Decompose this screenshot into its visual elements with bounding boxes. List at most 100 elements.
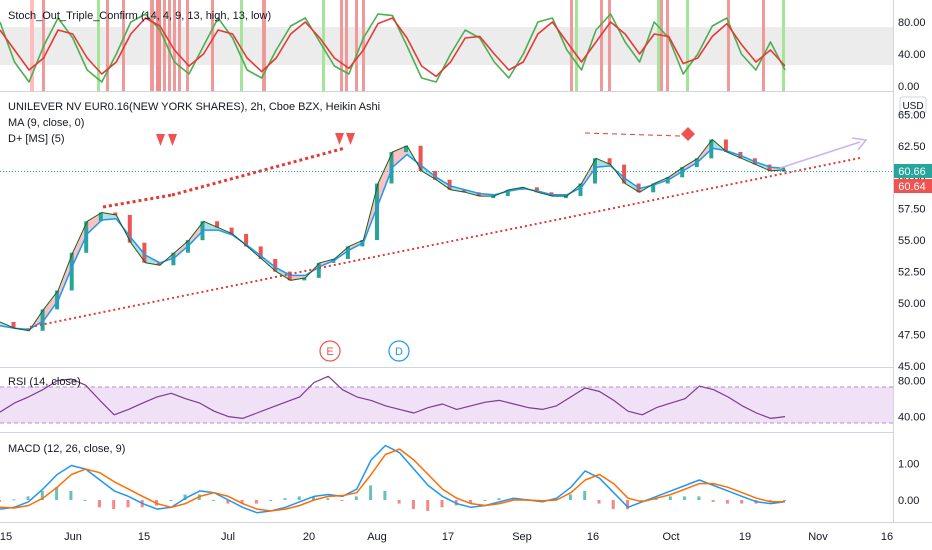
stoch-lines (0, 13, 786, 83)
price-fill-segment (130, 237, 146, 263)
macd-hist-bar (40, 490, 44, 500)
rsi-pane: RSI (14, close) (0, 375, 893, 433)
x-tick-label: 20 (303, 531, 315, 543)
price-fill-segment (58, 252, 73, 301)
y-tick-label: 1.00 (898, 459, 919, 471)
candle (142, 242, 147, 263)
last-price-tag: 60.66 (894, 164, 932, 178)
price-fill-segment (203, 221, 219, 231)
x-tick-label: 15 (138, 531, 150, 543)
price-fill-segment (596, 158, 611, 168)
stoch-signal-bar (782, 0, 785, 91)
stoch-d-line (0, 17, 786, 78)
projection-arrow (779, 141, 861, 169)
candle (215, 221, 220, 228)
earnings-marker-label: E (326, 346, 333, 358)
macd-hist-bar (483, 500, 487, 501)
stoch-signal-bar (570, 0, 573, 91)
candle (127, 215, 132, 243)
x-tick-label: 16 (587, 531, 599, 543)
trend-line-top (584, 132, 681, 137)
time-axis[interactable]: 15 Jun 15 Jul 20 Aug 17 Sep 16 Oct 19 Nov 16 (0, 531, 893, 543)
candle (98, 212, 103, 222)
dividend-marker[interactable]: D (388, 340, 410, 362)
macd-hist-bar (426, 500, 430, 511)
currency-button[interactable]: USD (899, 96, 927, 114)
stoch-signal-bar (173, 0, 176, 91)
sell-signal-icon (156, 134, 165, 146)
y-tick-label: 52.50 (898, 267, 926, 279)
stoch-k-line (0, 13, 786, 83)
macd-hist-bar (697, 496, 701, 500)
stoch-signal-bar (657, 0, 660, 91)
y-tick-label: 57.50 (898, 204, 926, 216)
price-fill-segment (392, 145, 407, 168)
stoch-signal-bar (660, 0, 663, 91)
stoch-signal-bar (600, 0, 603, 91)
x-tick-label: 16 (881, 531, 893, 543)
candle (767, 164, 772, 171)
price-fill-segment (72, 221, 88, 266)
macd-hist-bar (597, 500, 601, 504)
ma-label: MA (9, close, 0) (8, 117, 84, 129)
price-fill-segment (87, 212, 102, 234)
y-tick-label: 47.50 (898, 330, 926, 342)
macd-signal-line (0, 448, 785, 512)
sell-signal-icon (335, 133, 344, 145)
diamond-signal-icon (681, 127, 695, 141)
earnings-marker-circle (319, 340, 341, 362)
price-axis[interactable]: 80.0040.000.0065.0062.5060.0057.5055.005… (898, 17, 926, 507)
stoch-signal-bar (211, 0, 214, 91)
stoch-signal-bar (362, 0, 365, 91)
macd-hist-bar (469, 500, 472, 504)
candle (462, 189, 467, 193)
stoch-signal-bar (345, 0, 348, 91)
second-price-tag-bg (894, 179, 932, 193)
earnings-marker[interactable]: E (319, 340, 341, 362)
last-price-tag-bg (894, 164, 932, 178)
macd-hist-bar (26, 496, 30, 500)
y-tick-label: 80.00 (898, 17, 926, 29)
macd-hist-bar (169, 500, 173, 501)
price-fill-segment (174, 240, 189, 258)
x-tick-label: Aug (367, 531, 387, 543)
stoch-pane: Stoch_Out_Triple_Confirm (14, 4, 9, 13, … (0, 0, 893, 92)
sell-signal-icon (346, 133, 355, 145)
stoch-title: Stoch_Out_Triple_Confirm (14, 4, 9, 13, … (8, 10, 271, 22)
second-price-tag: 60.64 (894, 179, 932, 193)
macd-hist-bar (611, 500, 615, 510)
candle (622, 164, 627, 184)
rsi-line (0, 375, 786, 419)
y-tick-label: 50.00 (898, 298, 926, 310)
currency-label: USD (902, 101, 923, 112)
price-fill-segment (755, 162, 771, 171)
dividend-marker-label: D (395, 346, 403, 358)
price-fill-segment (697, 139, 713, 163)
candle (316, 262, 321, 278)
candle (651, 183, 656, 193)
stoch-signal-bar (262, 0, 266, 91)
stoch-signal-bar (150, 0, 154, 91)
candle (273, 259, 278, 272)
macd-pane: MACD (12, 26, close, 9) (0, 443, 786, 514)
x-tick-label: Sep (512, 531, 532, 543)
candle (534, 187, 539, 193)
heikin-ashi-band (0, 139, 786, 332)
trend-line-support (29, 157, 861, 328)
candle (578, 183, 583, 197)
candle (287, 271, 292, 281)
currency-button-frame (899, 96, 927, 114)
price-fill-segment (625, 178, 640, 193)
macd-title: MACD (12, 26, close, 9) (8, 443, 125, 455)
candle (476, 192, 481, 197)
candle (258, 246, 263, 259)
stoch-signal-bar (762, 0, 765, 91)
macd-hist-bar (583, 490, 587, 500)
macd-hist-bar (112, 500, 116, 510)
stoch-signal-bar (666, 0, 669, 91)
second-price-tag-label: 60.64 (898, 181, 926, 193)
y-tick-label: 80.00 (898, 376, 926, 388)
macd-hist-bar (640, 500, 644, 501)
macd-hist-bar (0, 500, 1, 502)
candle (302, 277, 307, 281)
